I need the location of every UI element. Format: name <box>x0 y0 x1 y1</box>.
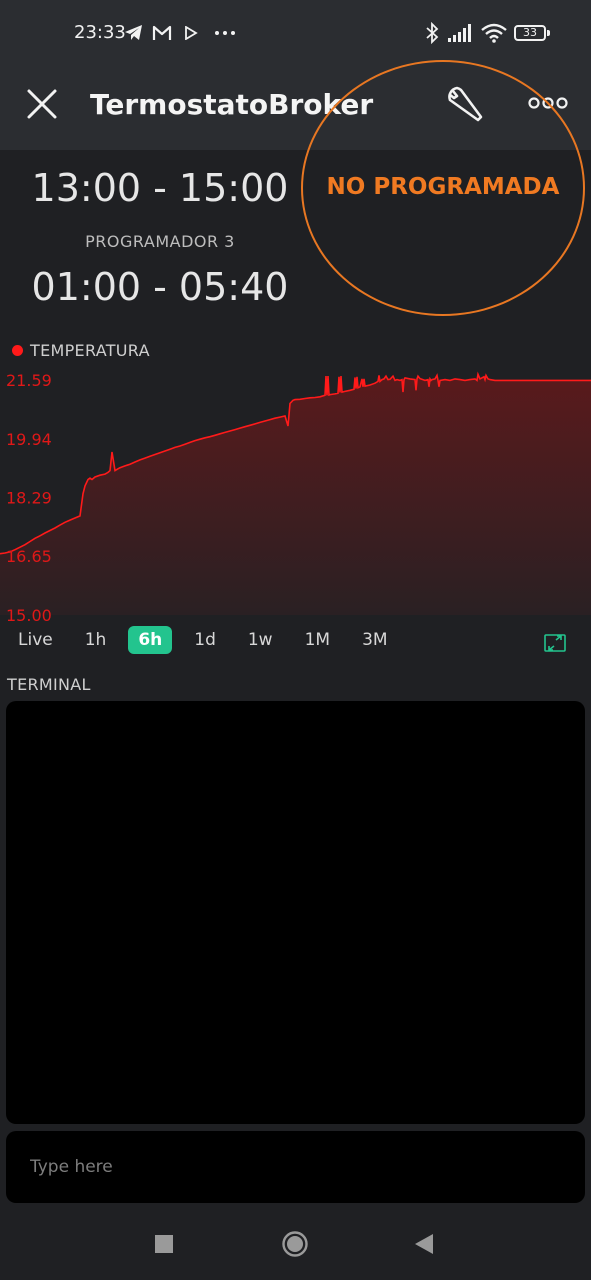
range-button-3m[interactable]: 3M <box>362 630 388 650</box>
y-tick-label: 19.94 <box>6 430 52 449</box>
range-button-6h[interactable]: 6h <box>128 626 173 654</box>
terminal-label: TERMINAL <box>7 675 91 694</box>
range-button-1m[interactable]: 1M <box>304 630 331 650</box>
recents-icon <box>155 1235 173 1253</box>
close-icon <box>27 89 57 119</box>
scheduler-label: PROGRAMADOR 3 <box>85 232 235 251</box>
schedule-status: NO PROGRAMADA <box>326 174 560 200</box>
status-bar: 23:33 33 <box>0 0 591 68</box>
y-tick-label: 21.59 <box>6 371 52 390</box>
expand-chart-button[interactable] <box>544 634 566 652</box>
legend-marker <box>12 345 23 356</box>
series-area-0 <box>0 374 591 615</box>
battery-level: 33 <box>523 26 537 39</box>
schedule-time-range-1: 13:00 - 15:00 <box>31 166 289 210</box>
range-button-1h[interactable]: 1h <box>84 630 107 650</box>
chart-legend: TEMPERATURA <box>12 341 150 360</box>
home-icon <box>282 1231 308 1257</box>
status-indicator[interactable] <box>301 60 585 316</box>
wifi-icon <box>481 22 507 44</box>
series-line-0 <box>0 371 591 555</box>
y-tick-label: 18.29 <box>6 489 52 508</box>
terminal-input[interactable] <box>6 1131 585 1203</box>
range-button-1w[interactable]: 1w <box>247 630 273 650</box>
bluetooth-icon <box>425 22 439 44</box>
expand-icon <box>544 634 566 652</box>
back-icon <box>415 1234 433 1254</box>
status-time: 23:33 <box>74 22 126 43</box>
range-button-live[interactable]: Live <box>18 630 53 650</box>
terminal-output[interactable] <box>6 701 585 1124</box>
range-button-1d[interactable]: 1d <box>194 630 216 650</box>
y-tick-label: 15.00 <box>6 606 52 622</box>
signal-icon <box>447 22 473 44</box>
y-tick-label: 16.65 <box>6 547 52 566</box>
more-dots-icon <box>214 22 236 44</box>
close-button[interactable] <box>22 84 62 124</box>
gmail-icon <box>152 22 172 44</box>
schedule-time-range-2: 01:00 - 05:40 <box>31 265 289 309</box>
chart-range-selector: Live 1h 6h 1d 1w 1M 3M <box>8 625 410 655</box>
temperature-chart[interactable]: 21.59 19.94 18.29 16.65 15.00 <box>0 360 591 622</box>
recents-button[interactable] <box>150 1230 178 1258</box>
play-icon <box>184 22 198 44</box>
battery-icon: 33 <box>514 25 546 41</box>
back-button[interactable] <box>410 1230 438 1258</box>
home-button[interactable] <box>279 1228 311 1260</box>
battery-nub <box>547 30 550 36</box>
legend-label: TEMPERATURA <box>30 341 150 360</box>
telegram-icon <box>124 22 144 44</box>
